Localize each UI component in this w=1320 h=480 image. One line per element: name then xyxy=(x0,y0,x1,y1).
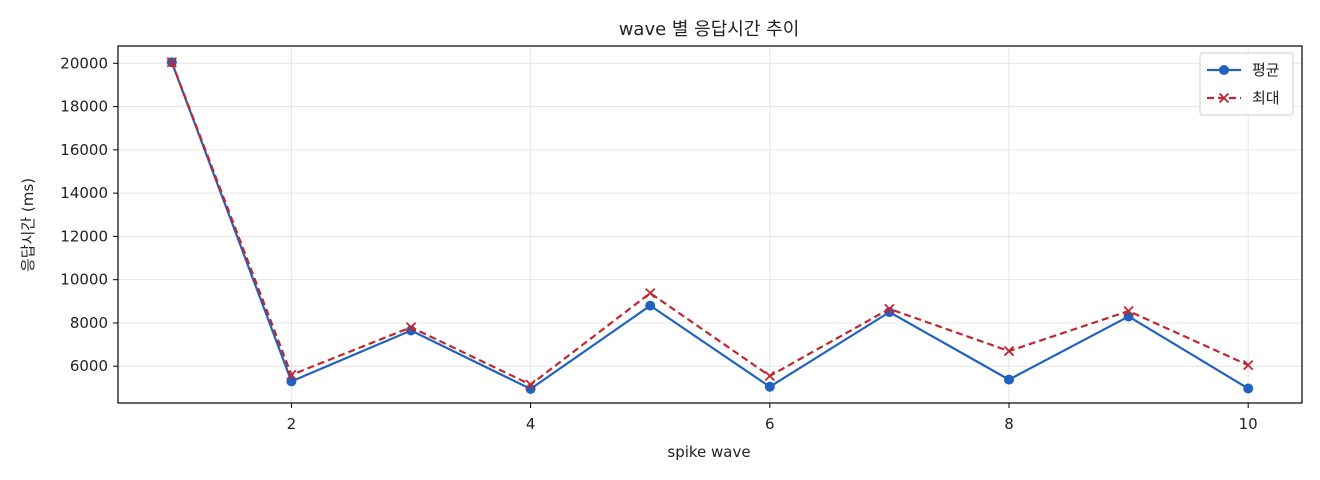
y-axis-ticks: 6000 8000 10000 12000 14000 16000 18000 20000 xyxy=(60,54,118,375)
data-point xyxy=(525,379,536,390)
x-tick-label: 8 xyxy=(1004,415,1014,433)
legend-marker xyxy=(1218,92,1230,104)
legend-item: 평균 xyxy=(1207,61,1280,79)
data-point xyxy=(764,381,775,392)
y-tick-label: 12000 xyxy=(60,227,108,245)
x-axis-label: spike wave xyxy=(667,443,750,461)
y-tick-label: 16000 xyxy=(60,141,108,159)
data-point xyxy=(1003,374,1014,385)
legend-marker xyxy=(1219,65,1229,75)
y-tick-label: 18000 xyxy=(60,98,108,116)
plot-area-frame xyxy=(117,45,1303,404)
data-point xyxy=(764,370,775,382)
y-tick-label: 6000 xyxy=(70,357,108,375)
data-point xyxy=(645,300,656,311)
chart-title: wave 별 응답시간 추이 xyxy=(619,19,800,40)
y-tick-label: 8000 xyxy=(70,314,108,332)
data-point xyxy=(166,57,177,68)
y-tick-label: 10000 xyxy=(60,271,108,289)
legend-label: 평균 xyxy=(1252,61,1280,79)
data-point xyxy=(1003,345,1015,357)
series-line xyxy=(170,61,1249,386)
data-point xyxy=(645,287,656,299)
x-tick-label: 4 xyxy=(526,415,536,433)
x-axis-ticks: 2 4 6 8 10 xyxy=(287,403,1258,433)
series-line xyxy=(170,61,1249,391)
grid-lines xyxy=(118,46,1302,403)
data-point xyxy=(1243,383,1254,394)
y-axis-label: 응답시간 (ms) xyxy=(19,178,37,272)
series-2 xyxy=(166,57,1254,390)
x-tick-label: 2 xyxy=(287,415,297,433)
series-layer xyxy=(166,57,1254,394)
data-point xyxy=(286,369,297,381)
x-tick-label: 10 xyxy=(1239,415,1258,433)
data-point xyxy=(884,303,895,315)
data-point xyxy=(1123,305,1134,317)
data-point xyxy=(286,376,297,387)
data-point xyxy=(1243,359,1254,371)
series-1 xyxy=(166,57,1254,394)
data-point xyxy=(405,322,417,333)
y-tick-label: 14000 xyxy=(60,184,108,202)
legend-item: 최대 xyxy=(1207,89,1280,107)
legend-label: 최대 xyxy=(1252,89,1280,107)
x-tick-label: 6 xyxy=(765,415,775,433)
y-tick-label: 20000 xyxy=(60,54,108,72)
